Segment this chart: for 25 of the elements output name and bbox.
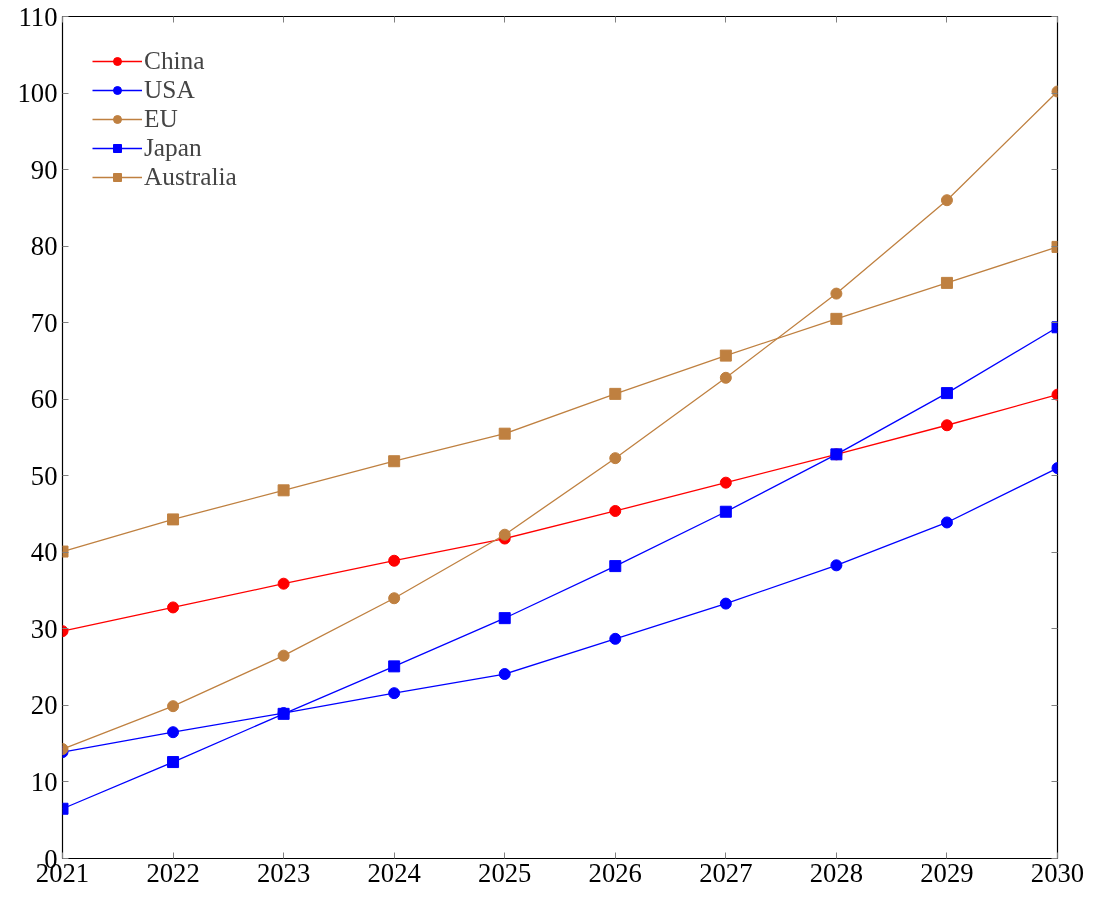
y-tick-label: 50: [30, 460, 58, 491]
x-tick-label: 2022: [146, 857, 200, 888]
x-tick-label: 2026: [588, 857, 642, 888]
legend-label: USA: [144, 75, 195, 104]
y-tick-label: 110: [18, 1, 58, 32]
y-tick-label: 60: [30, 384, 58, 415]
y-tick-label: 70: [30, 307, 58, 338]
x-tick-label: 2027: [699, 857, 753, 888]
legend-label: China: [144, 46, 205, 75]
legend-label: Japan: [144, 133, 202, 162]
y-tick-label: 20: [30, 690, 58, 721]
y-tick-label: 90: [30, 154, 58, 185]
y-tick-label: 80: [30, 231, 58, 262]
legend-label: Australia: [144, 162, 237, 191]
x-tick-label: 2025: [478, 857, 532, 888]
x-tick-label: 2030: [1030, 857, 1085, 888]
x-tick-label: 2024: [367, 857, 421, 888]
x-tick-label: 2023: [256, 857, 311, 888]
x-tick-label: 2029: [920, 857, 974, 888]
x-tick-label: 2028: [809, 857, 864, 888]
y-tick-label: 30: [30, 613, 58, 644]
y-tick-label: 40: [30, 537, 58, 568]
legend-label: EU: [144, 104, 178, 133]
y-tick-label: 100: [17, 78, 58, 109]
y-tick-label: 10: [30, 766, 58, 797]
